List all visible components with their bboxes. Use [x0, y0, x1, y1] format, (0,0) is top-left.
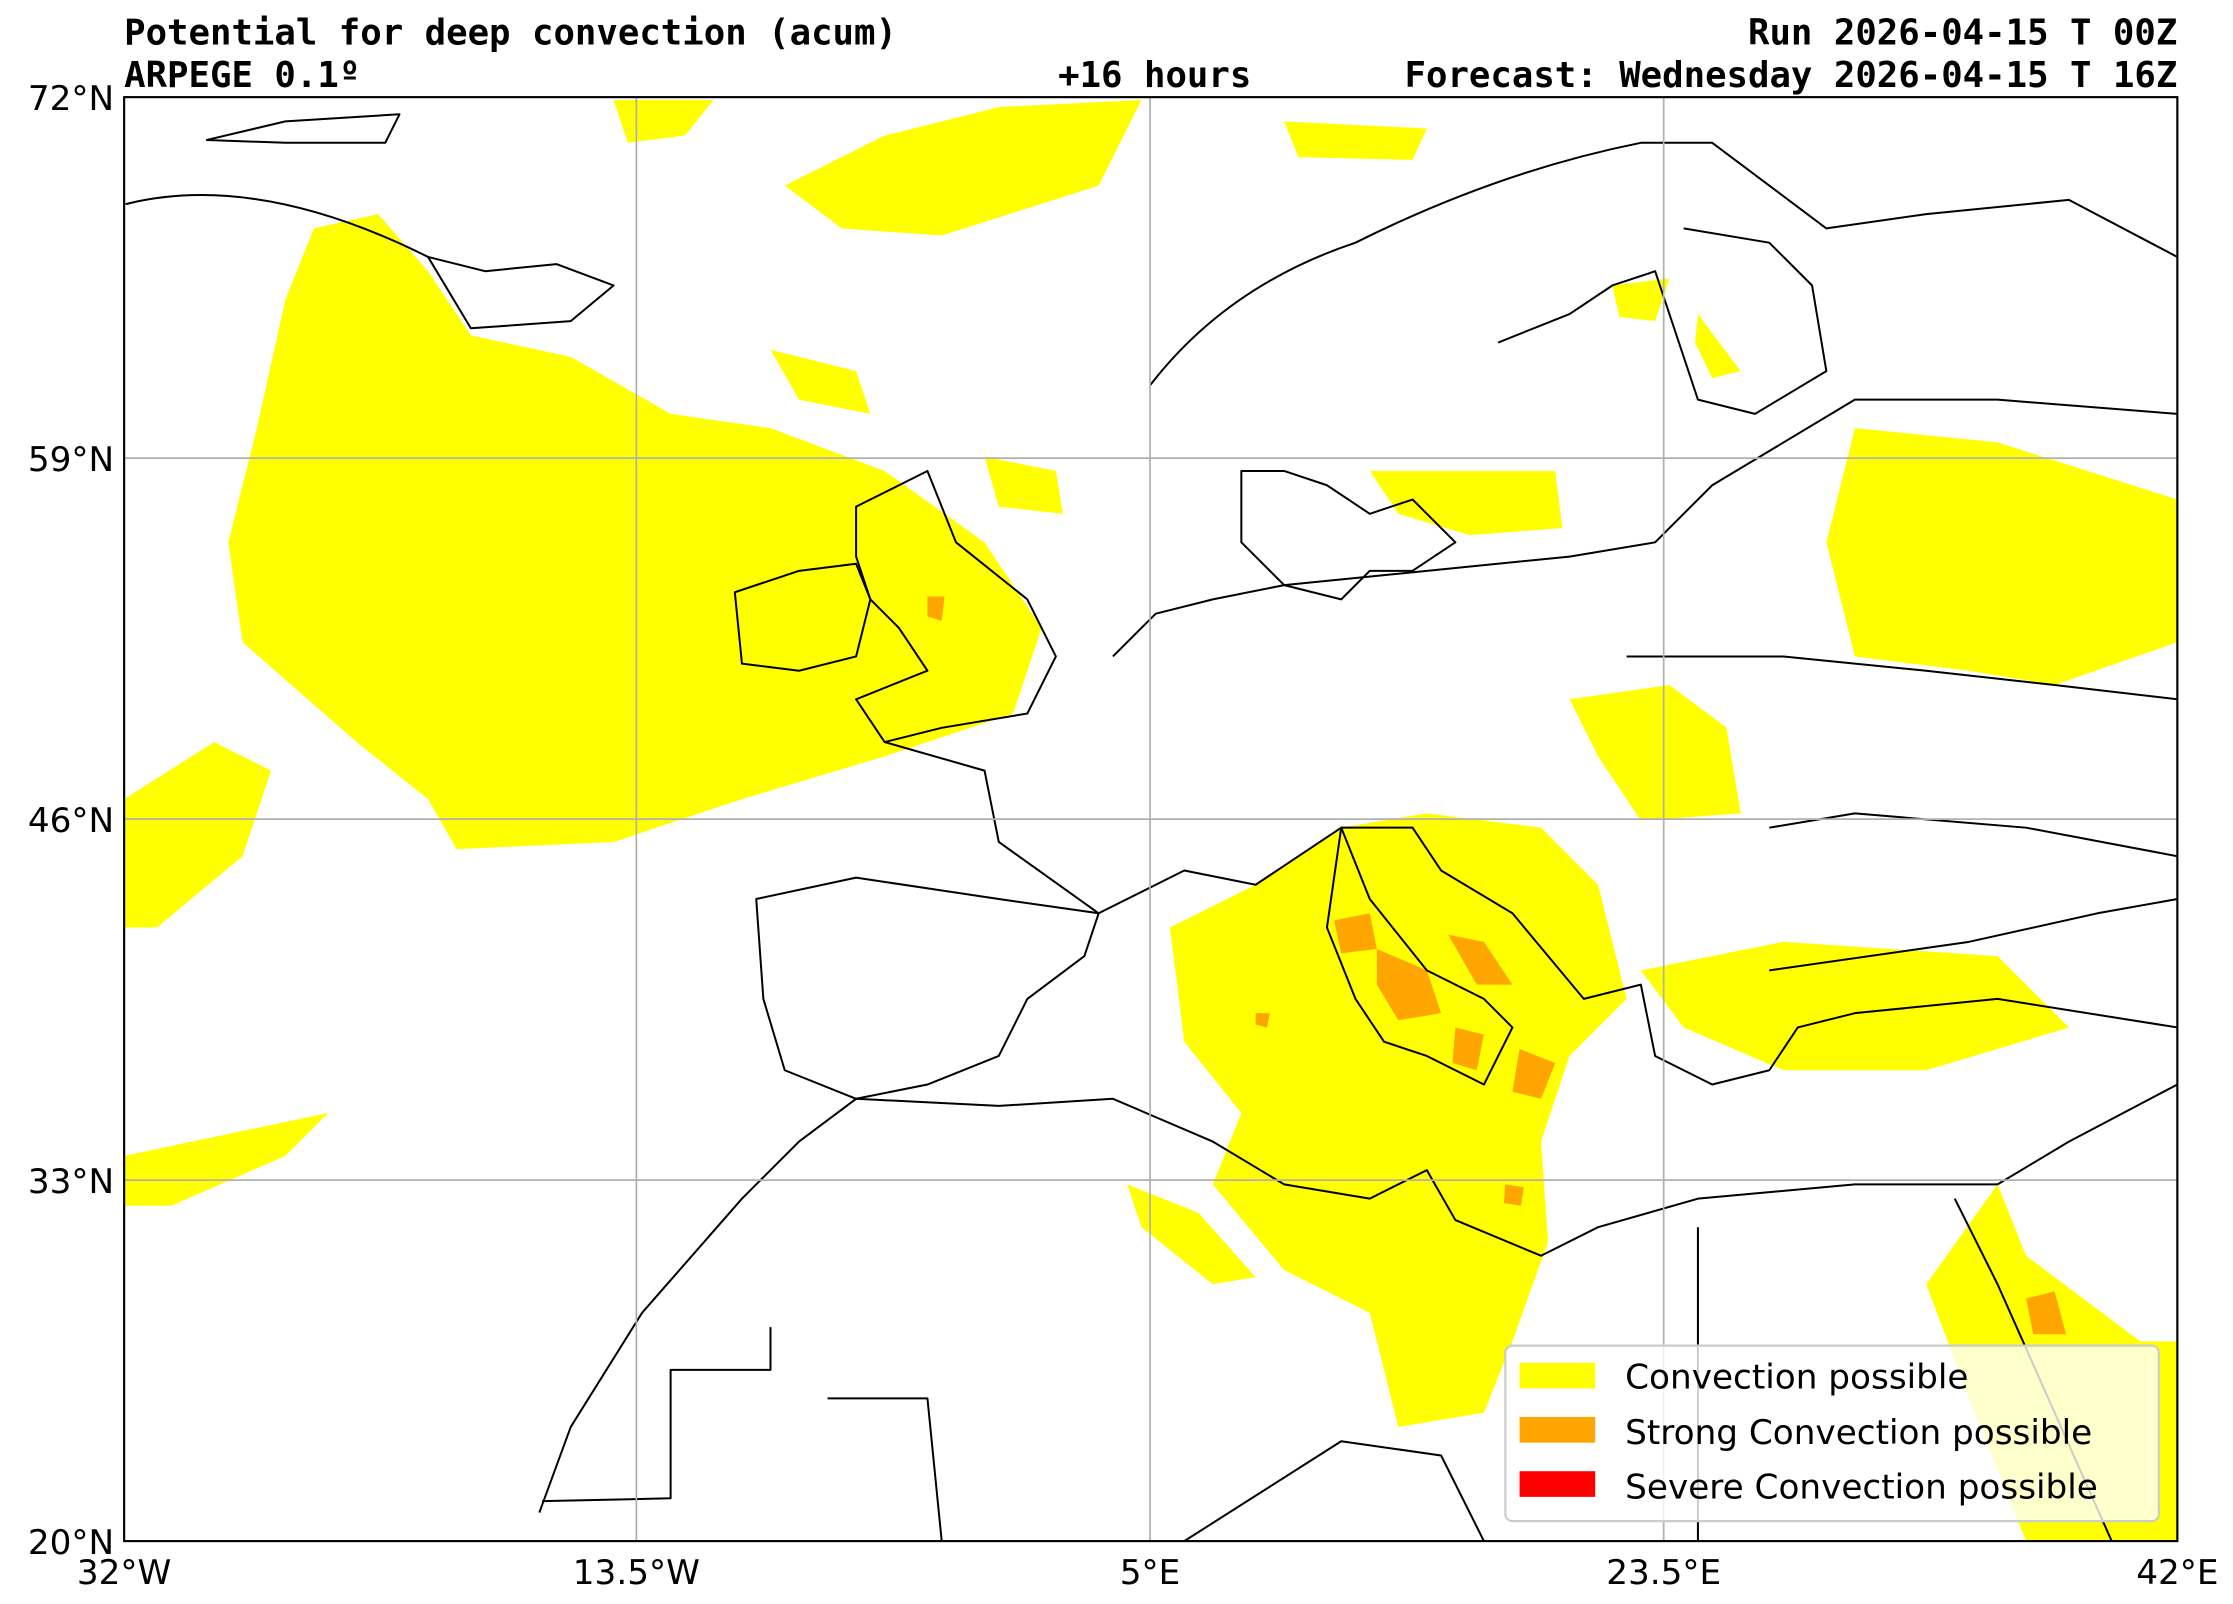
forecast-label: Forecast: Wednesday 2026-04-15 T 16Z [1405, 55, 2178, 96]
strong-convection-areas [927, 596, 2067, 1335]
y-tick-label: 46°N [28, 801, 114, 841]
y-tick-label: 72°N [28, 79, 114, 119]
y-tick-label: 33°N [28, 1162, 114, 1202]
x-tick-label: 32°W [77, 1553, 172, 1593]
y-tick-label: 20°N [28, 1523, 114, 1563]
x-tick-label: 42°E [2136, 1553, 2218, 1593]
legend-swatch-strong [1519, 1416, 1596, 1443]
map-title: Potential for deep convection (acum) [124, 12, 897, 53]
lead-time-label: +16 hours [1058, 55, 1251, 96]
gridlines [124, 97, 2178, 1542]
model-label: ARPEGE 0.1º [124, 55, 360, 96]
plot-frame [123, 96, 2179, 1543]
legend-label: Convection possible [1625, 1357, 1968, 1397]
y-axis-ticks: 72°N 59°N 46°N 33°N 20°N [28, 79, 114, 1563]
y-tick-label: 59°N [28, 440, 114, 480]
x-axis-ticks: 32°W 13.5°W 5°E 23.5°E 42°E [77, 1553, 2219, 1593]
x-tick-label: 23.5°E [1606, 1553, 1721, 1593]
legend-swatch-severe [1519, 1471, 1596, 1497]
legend-label: Strong Convection possible [1625, 1413, 2092, 1453]
legend-swatch-convection [1519, 1362, 1596, 1389]
coastlines-and-borders [125, 113, 2178, 1542]
x-tick-label: 5°E [1120, 1553, 1181, 1593]
legend: Convection possible Strong Convection po… [1504, 1344, 2160, 1523]
x-tick-label: 13.5°W [573, 1553, 700, 1593]
map-plot-area [124, 97, 2178, 1542]
run-label: Run 2026-04-15 T 00Z [1748, 12, 2177, 53]
legend-label: Severe Convection possible [1625, 1467, 2098, 1507]
